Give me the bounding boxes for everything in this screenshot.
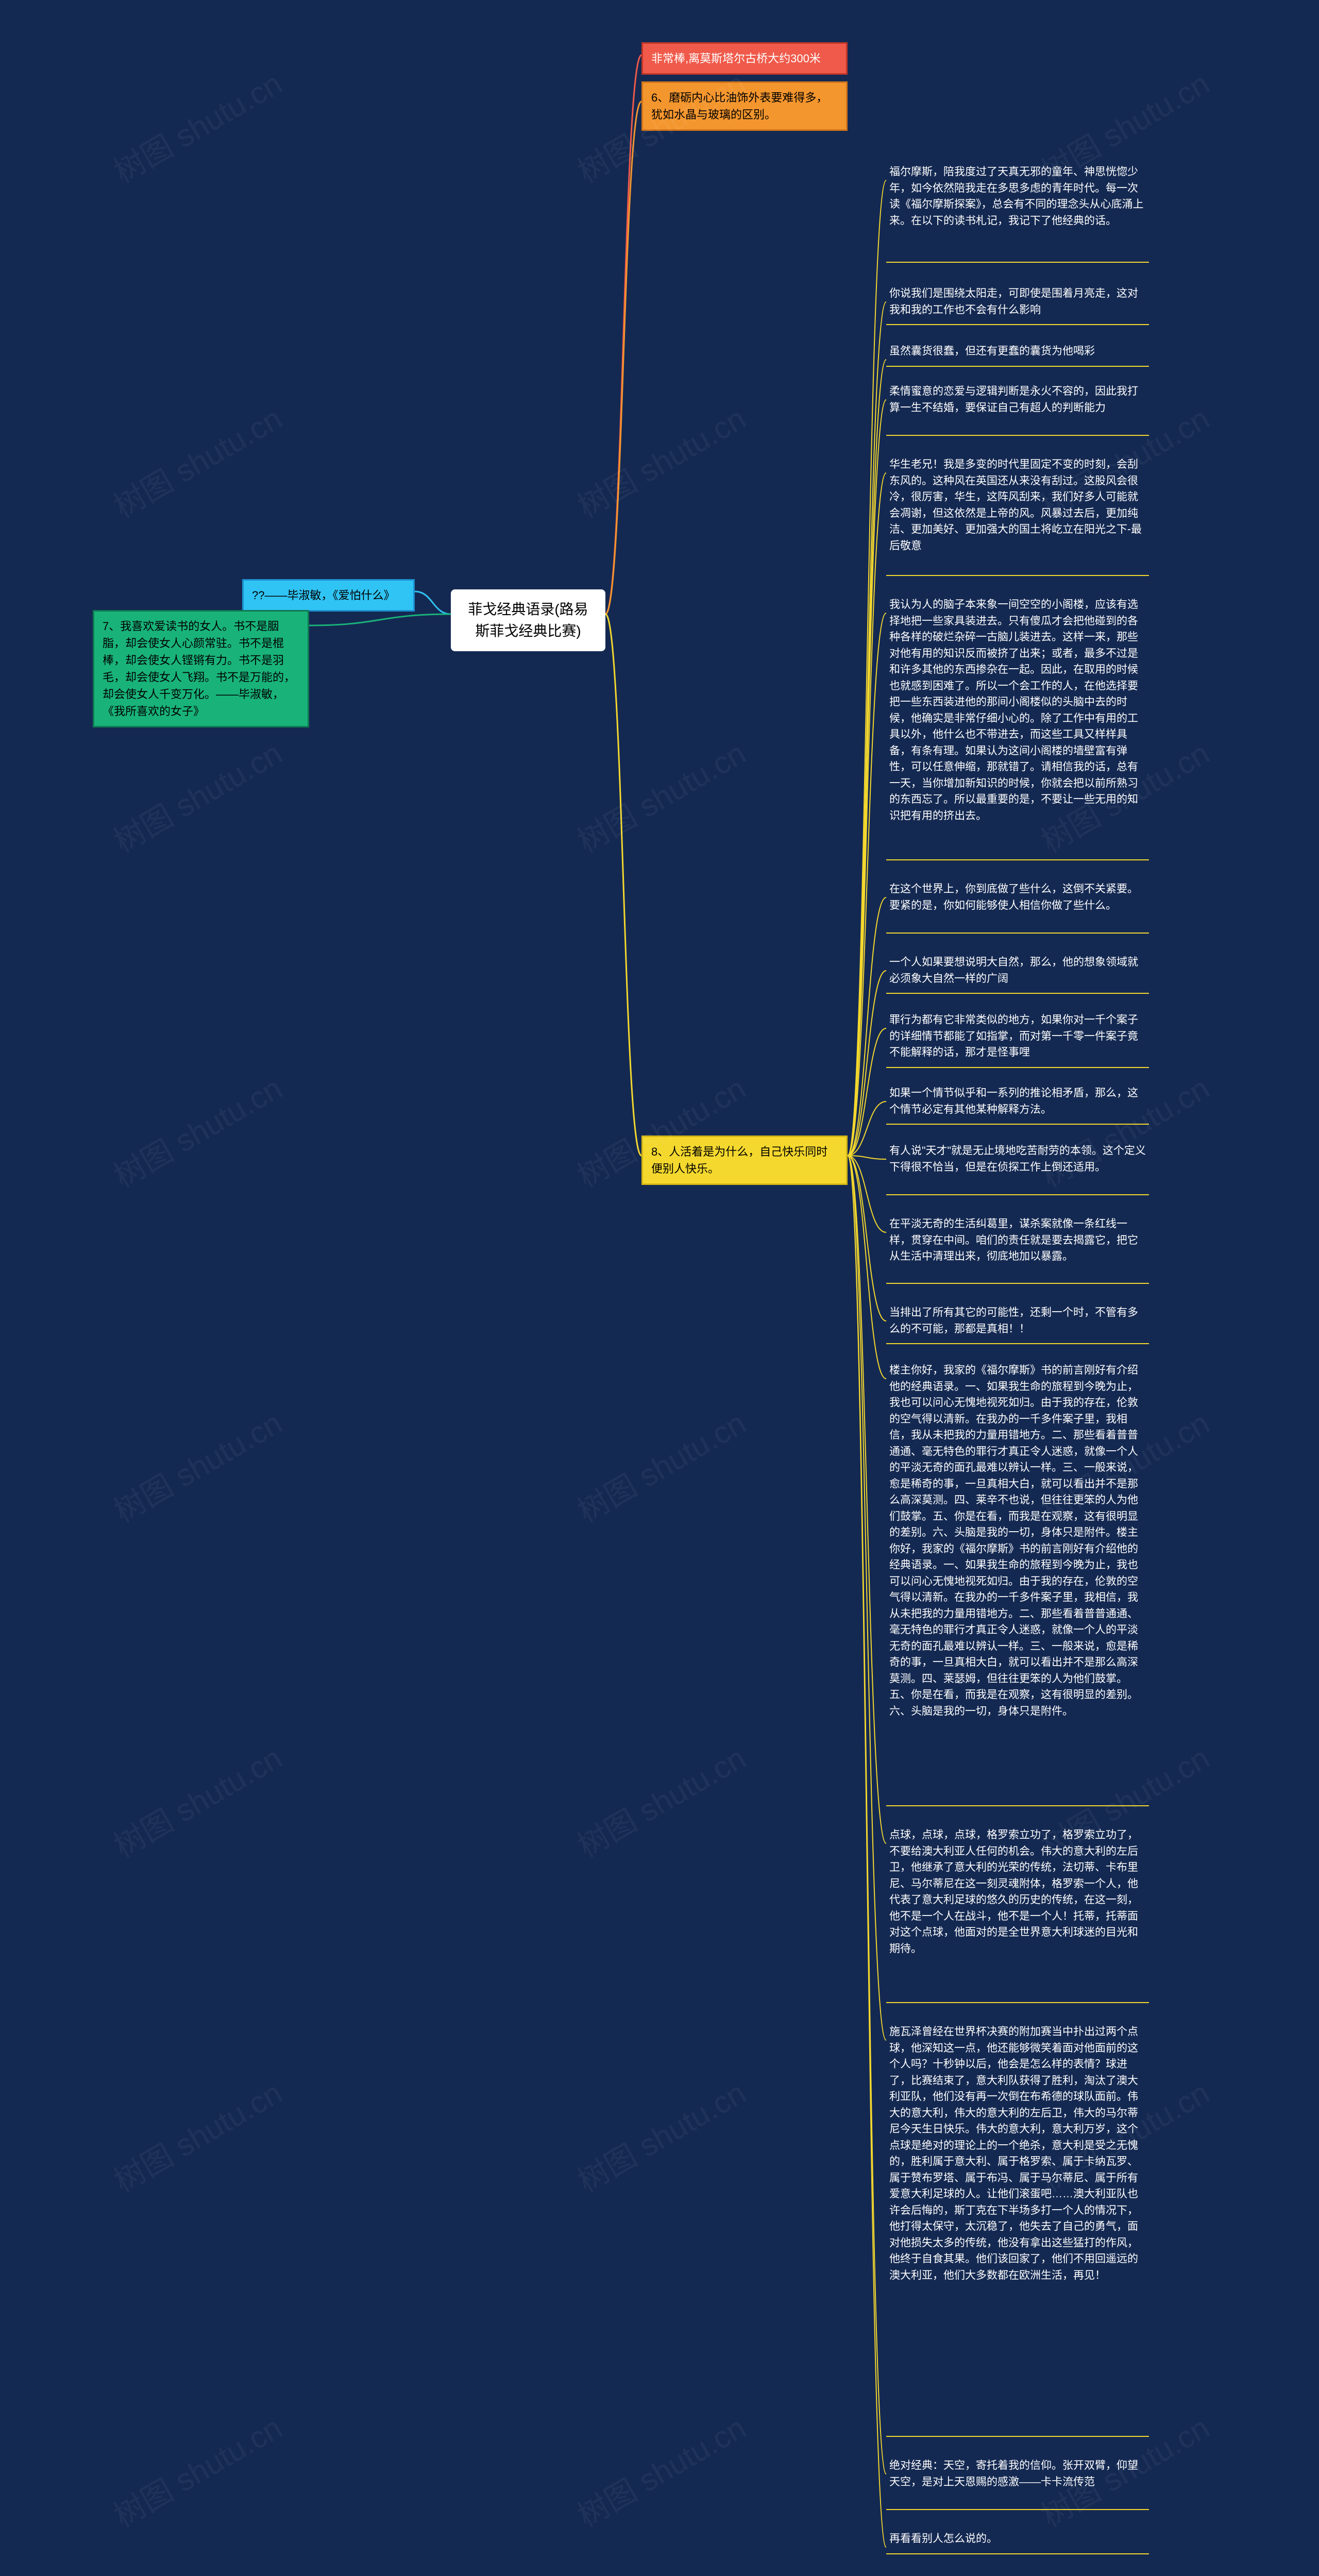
- note-item[interactable]: 再看看别人怎么说的。: [886, 2527, 1149, 2554]
- watermark: 树图 shutu.cn: [105, 1064, 289, 1196]
- note-item[interactable]: 我认为人的脑子本来象一间空空的小阁楼，应该有选择地把一些家具装进去。只有傻瓜才会…: [886, 592, 1149, 860]
- watermark: 树图 shutu.cn: [568, 729, 753, 861]
- mindmap-canvas: 菲戈经典语录(路易斯菲戈经典比赛) ??——毕淑敏，《爱怕什么》 7、我喜欢爱读…: [0, 0, 1319, 2576]
- right-node-1[interactable]: 非常棒,离莫斯塔尔古桥大约300米: [641, 42, 848, 75]
- note-item[interactable]: 如果一个情节似乎和一系列的推论相矛盾，那么，这个情节必定有其他某种解释方法。: [886, 1081, 1149, 1125]
- note-item[interactable]: 施瓦泽曾经在世界杯决赛的附加赛当中扑出过两个点球，他深知这一点，他还能够微笑着面…: [886, 2020, 1149, 2437]
- left-node-1[interactable]: ??——毕淑敏，《爱怕什么》: [242, 579, 415, 612]
- watermark: 树图 shutu.cn: [105, 1734, 289, 1866]
- watermark: 树图 shutu.cn: [105, 59, 289, 192]
- note-item[interactable]: 一个人如果要想说明大自然，那么，他的想象领域就必须象大自然一样的广阔: [886, 950, 1149, 994]
- watermark: 树图 shutu.cn: [568, 394, 753, 527]
- note-item[interactable]: 柔情蜜意的恋爱与逻辑判断是永火不容的，因此我打算一生不结婚，要保证自己有超人的判…: [886, 379, 1149, 436]
- root-node[interactable]: 菲戈经典语录(路易斯菲戈经典比赛): [451, 589, 605, 651]
- note-item[interactable]: 罪行为都有它非常类似的地方，如果你对一千个案子的详细情节都能了如指掌，而对第一千…: [886, 1008, 1149, 1068]
- watermark: 树图 shutu.cn: [568, 1734, 753, 1866]
- left-node-2[interactable]: 7、我喜欢爱读书的女人。书不是胭脂，却会使女人心颜常驻。书不是棍棒，却会使女人铿…: [93, 610, 309, 727]
- watermark: 树图 shutu.cn: [568, 2403, 753, 2536]
- watermark: 树图 shutu.cn: [568, 1399, 753, 1531]
- note-item[interactable]: 楼主你好，我家的《福尔摩斯》书的前言刚好有介绍他的经典语录。一、如果我生命的旅程…: [886, 1358, 1149, 1806]
- watermark: 树图 shutu.cn: [105, 729, 289, 861]
- watermark: 树图 shutu.cn: [105, 2403, 289, 2536]
- note-item[interactable]: 虽然囊货很蠢，但还有更蠢的囊货为他喝彩: [886, 339, 1149, 367]
- note-item[interactable]: 福尔摩斯，陪我度过了天真无邪的童年、神思恍惚少年，如今依然陪我走在多思多虑的青年…: [886, 160, 1149, 263]
- note-item[interactable]: 华生老兄！我是多变的时代里固定不变的时刻，会刮东风的。这种风在英国还从来没有刮过…: [886, 452, 1149, 576]
- note-item[interactable]: 你说我们是围绕太阳走，可即使是围着月亮走，这对我和我的工作也不会有什么影响: [886, 281, 1149, 325]
- watermark: 树图 shutu.cn: [105, 1399, 289, 1531]
- note-item[interactable]: 绝对经典：天空，寄托着我的信仰。张开双臂，仰望天空，是对上天恩赐的感激——卡卡流…: [886, 2453, 1149, 2510]
- note-item[interactable]: 当排出了所有其它的可能性，还剩一个时，不管有多么的不可能，那都是真相！！: [886, 1300, 1149, 1344]
- watermark: 树图 shutu.cn: [568, 2069, 753, 2201]
- note-item[interactable]: 在平淡无奇的生活纠葛里，谋杀案就像一条红线一样，贯穿在中间。咱们的责任就是要去揭…: [886, 1212, 1149, 1284]
- watermark: 树图 shutu.cn: [105, 394, 289, 527]
- right-node-2[interactable]: 6、磨砺内心比油饰外表要难得多，犹如水晶与玻璃的区别。: [641, 81, 848, 131]
- note-item[interactable]: 在这个世界上，你到底做了些什么，这倒不关紧要。要紧的是，你如何能够使人相信你做了…: [886, 877, 1149, 934]
- note-item[interactable]: 点球，点球，点球，格罗索立功了，格罗索立功了，不要给澳大利亚人任何的机会。伟大的…: [886, 1823, 1149, 2003]
- watermark: 树图 shutu.cn: [105, 2069, 289, 2201]
- note-item[interactable]: 有人说"天才"就是无止境地吃苦耐劳的本领。这个定义下得很不恰当，但是在侦探工作上…: [886, 1139, 1149, 1195]
- right-node-3[interactable]: 8、人活着是为什么，自己快乐同时便别人快乐。: [641, 1136, 848, 1185]
